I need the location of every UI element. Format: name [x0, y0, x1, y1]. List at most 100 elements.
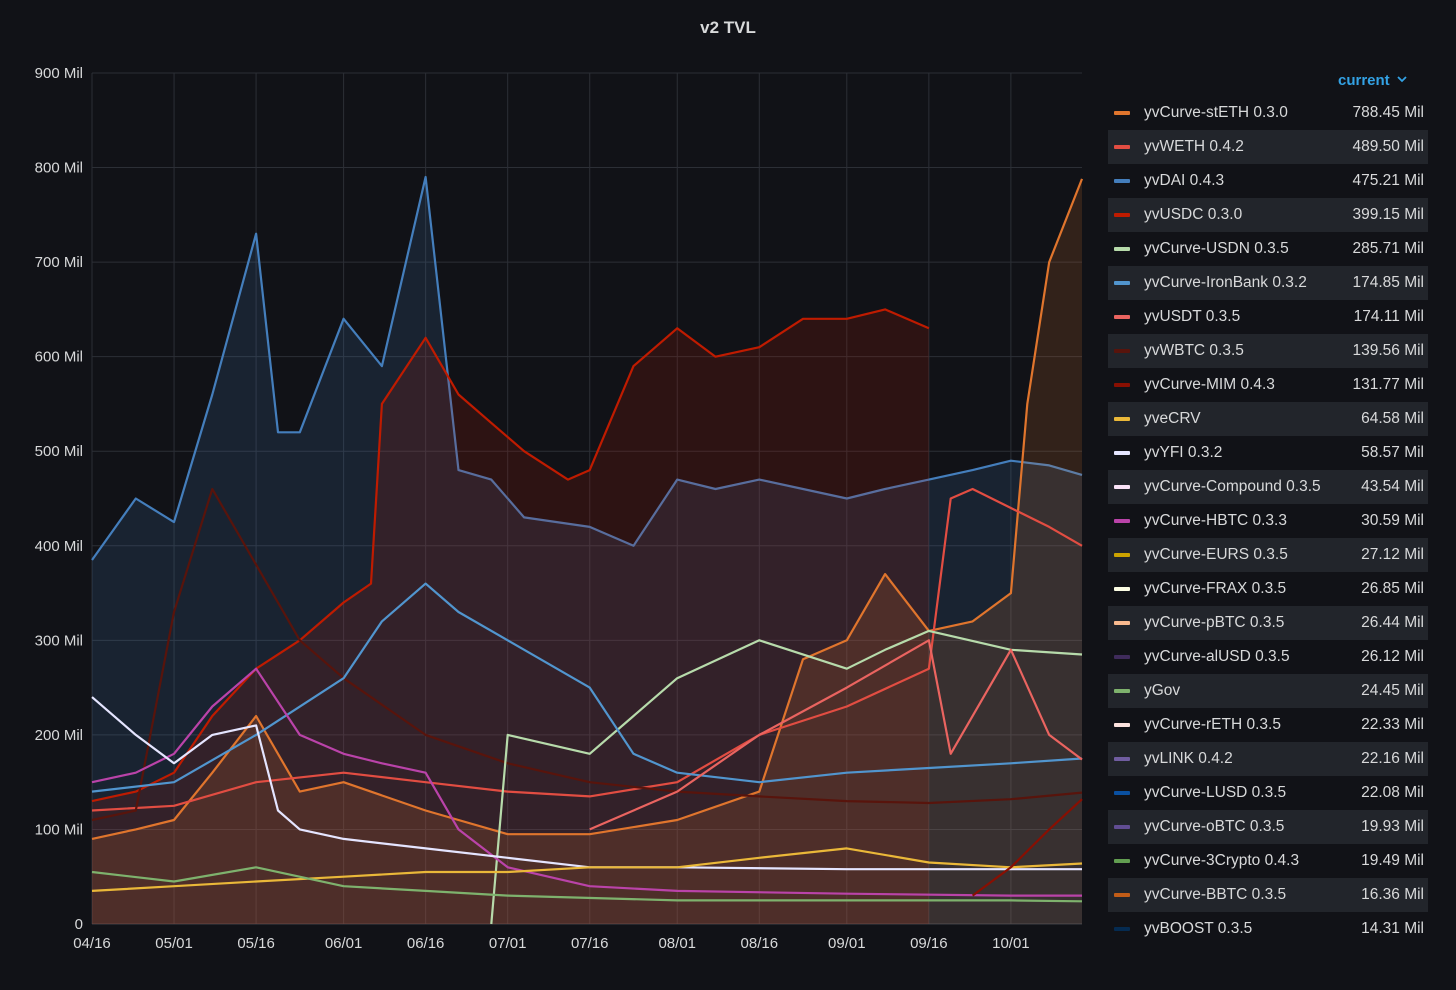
series-line-yvcurve-steth-0-3-0[interactable]: [91, 178, 1084, 840]
legend-item-value: 24.45 Mil: [1361, 682, 1424, 699]
y-tick-label: 700 Mil: [35, 254, 83, 271]
legend-item-value: 58.57 Mil: [1361, 444, 1424, 461]
legend-item-value: 22.16 Mil: [1361, 750, 1424, 767]
legend-item[interactable]: yvCurve-LUSD 0.3.5 22.08 Mil: [1108, 776, 1428, 810]
legend-item-name: yvDAI 0.4.3: [1144, 172, 1225, 189]
x-tick-label: 05/01: [155, 935, 193, 952]
y-tick-label: 800 Mil: [35, 160, 83, 177]
legend-item[interactable]: yvBOOST 0.3.5 14.31 Mil: [1108, 912, 1428, 946]
chart-plot[interactable]: 0 100 Mil 200 Mil 300 Mil 400 Mil 500 Mil 600 …: [0, 0, 1100, 990]
y-tick-label: 200 Mil: [35, 727, 83, 744]
chart-title: v2 TVL: [700, 18, 756, 37]
legend-item-value: 14.31 Mil: [1361, 920, 1424, 937]
legend-item[interactable]: yvYFI 0.3.2 58.57 Mil: [1108, 436, 1428, 470]
legend-swatch: [1114, 553, 1130, 557]
legend-item-value: 22.08 Mil: [1361, 784, 1424, 801]
legend-item-value: 16.36 Mil: [1361, 886, 1424, 903]
legend-swatch: [1114, 383, 1130, 387]
legend-item[interactable]: yvCurve-pBTC 0.3.5 26.44 Mil: [1108, 606, 1428, 640]
series-line-yvdai-0-4-3[interactable]: [91, 175, 1083, 561]
legend-item[interactable]: yvCurve-stETH 0.3.0 788.45 Mil: [1108, 96, 1428, 130]
legend-item-value: 30.59 Mil: [1361, 512, 1424, 529]
legend-swatch: [1114, 349, 1130, 353]
legend-swatch: [1114, 281, 1130, 285]
legend-swatch: [1114, 179, 1130, 183]
legend-swatch: [1114, 859, 1130, 863]
legend-item[interactable]: yvCurve-oBTC 0.3.5 19.93 Mil: [1108, 810, 1428, 844]
legend-item[interactable]: yvWBTC 0.3.5 139.56 Mil: [1108, 334, 1428, 368]
legend-swatch: [1114, 587, 1130, 591]
legend-item-value: 64.58 Mil: [1361, 410, 1424, 427]
legend-item[interactable]: yveCRV 64.58 Mil: [1108, 402, 1428, 436]
legend-item-name: yvCurve-rETH 0.3.5: [1144, 716, 1281, 733]
legend-swatch: [1114, 825, 1130, 829]
legend-item-name: yvCurve-EURS 0.3.5: [1144, 546, 1288, 563]
x-tick-label: 06/01: [325, 935, 363, 952]
legend-item[interactable]: yvCurve-rETH 0.3.5 22.33 Mil: [1108, 708, 1428, 742]
legend-item[interactable]: yvCurve-USDN 0.3.5 285.71 Mil: [1108, 232, 1428, 266]
legend-item-name: yvCurve-FRAX 0.3.5: [1144, 580, 1287, 597]
series-line-yvecrv[interactable]: [91, 847, 1083, 892]
series-line-yvcurve-mim-0-4-3[interactable]: [971, 798, 1083, 897]
legend-item[interactable]: yvLINK 0.4.2 22.16 Mil: [1108, 742, 1428, 776]
legend-item-value: 475.21 Mil: [1352, 172, 1424, 189]
series-line-yvyfi-0-3-2[interactable]: [91, 696, 1082, 871]
series-line-ygov[interactable]: [91, 866, 1083, 903]
legend-item-name: yvCurve-USDN 0.3.5: [1144, 240, 1289, 257]
legend-swatch: [1114, 723, 1130, 727]
legend-swatch: [1114, 757, 1130, 761]
legend-item-name: yvCurve-IronBank 0.3.2: [1144, 274, 1307, 291]
legend-swatch: [1114, 621, 1130, 625]
legend-item-name: yvWBTC 0.3.5: [1144, 342, 1244, 359]
legend-item-value: 489.50 Mil: [1352, 138, 1424, 155]
legend-swatch: [1114, 655, 1130, 659]
legend-item-name: yvUSDT 0.3.5: [1144, 308, 1241, 325]
series-line-yvcurve-ironbank-0-3-2[interactable]: [91, 582, 1083, 793]
legend-item-name: yvWETH 0.4.2: [1144, 138, 1244, 155]
series-line-yvcurve-usdn-0-3-5[interactable]: [490, 629, 1083, 925]
y-tick-label: 300 Mil: [35, 632, 83, 649]
x-tick-label: 09/01: [828, 935, 866, 952]
x-tick-label: 06/16: [407, 935, 445, 952]
legend-item[interactable]: yvCurve-alUSD 0.3.5 26.12 Mil: [1108, 640, 1428, 674]
legend-item[interactable]: yvCurve-MIM 0.4.3 131.77 Mil: [1108, 368, 1428, 402]
legend-item[interactable]: yvCurve-Compound 0.3.5 43.54 Mil: [1108, 470, 1428, 504]
legend-item-value: 788.45 Mil: [1352, 104, 1424, 121]
legend-item[interactable]: yvCurve-BBTC 0.3.5 16.36 Mil: [1108, 878, 1428, 912]
legend-item[interactable]: yvCurve-HBTC 0.3.3 30.59 Mil: [1108, 504, 1428, 538]
x-tick-label: 07/16: [571, 935, 609, 952]
legend-item-name: yGov: [1144, 682, 1181, 699]
chevron-down-icon: [1397, 76, 1407, 83]
legend-item-value: 399.15 Mil: [1352, 206, 1424, 223]
legend-swatch: [1114, 145, 1130, 149]
legend-item[interactable]: yvCurve-IronBank 0.3.2 174.85 Mil: [1108, 266, 1428, 300]
legend-item[interactable]: yvWETH 0.4.2 489.50 Mil: [1108, 130, 1428, 164]
series-line-yvusdc-0-3-0[interactable]: [91, 308, 930, 803]
legend-item[interactable]: yGov 24.45 Mil: [1108, 674, 1428, 708]
legend-item-value: 285.71 Mil: [1352, 240, 1424, 257]
legend-swatch: [1114, 791, 1130, 795]
legend-item-value: 139.56 Mil: [1352, 342, 1424, 359]
legend-sort-current[interactable]: current: [1338, 72, 1407, 89]
series-area-yvusdc-0-3-0: [92, 309, 929, 924]
legend-item[interactable]: yvCurve-EURS 0.3.5 27.12 Mil: [1108, 538, 1428, 572]
legend-swatch: [1114, 111, 1130, 115]
series-line-yvwbtc-0-3-5[interactable]: [91, 487, 1083, 822]
series-line-yvusdt-0-3-5[interactable]: [589, 639, 1083, 831]
legend-item-value: 26.12 Mil: [1361, 648, 1424, 665]
legend-item-value: 43.54 Mil: [1361, 478, 1424, 495]
legend-item[interactable]: yvCurve-FRAX 0.3.5 26.85 Mil: [1108, 572, 1428, 606]
series-line-yvcurve-hbtc-0-3-3[interactable]: [91, 667, 1082, 897]
y-tick-label: 900 Mil: [35, 65, 83, 82]
legend-item-name: yvCurve-3Crypto 0.4.3: [1144, 852, 1300, 869]
x-tick-label: 08/01: [658, 935, 696, 952]
legend-item[interactable]: yvUSDC 0.3.0 399.15 Mil: [1108, 198, 1428, 232]
series-area-yvcurve-steth-0-3-0: [92, 178, 1082, 924]
legend-item[interactable]: yvCurve-3Crypto 0.4.3 19.49 Mil: [1108, 844, 1428, 878]
legend-item[interactable]: yvDAI 0.4.3 475.21 Mil: [1108, 164, 1428, 198]
legend-item-value: 131.77 Mil: [1352, 376, 1424, 393]
y-axis-ticks: 0 100 Mil 200 Mil 300 Mil 400 Mil 500 Mil 600 …: [35, 65, 83, 933]
legend-item-value: 19.49 Mil: [1361, 852, 1424, 869]
series-line-yvweth-0-4-2[interactable]: [91, 487, 1083, 812]
legend-item[interactable]: yvUSDT 0.3.5 174.11 Mil: [1108, 300, 1428, 334]
